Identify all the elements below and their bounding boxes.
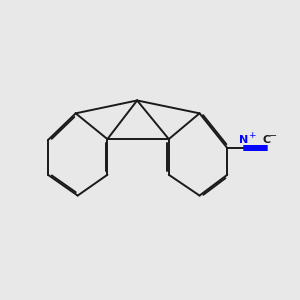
- Text: −: −: [269, 130, 278, 140]
- Text: +: +: [248, 131, 255, 140]
- Text: C: C: [263, 135, 271, 145]
- Text: N: N: [239, 135, 249, 145]
